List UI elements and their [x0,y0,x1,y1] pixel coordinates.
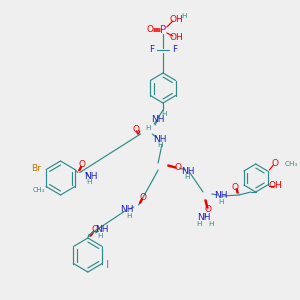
Text: NH: NH [197,214,211,223]
Text: H: H [157,142,163,148]
Text: NH: NH [153,134,167,143]
Text: H: H [161,111,167,117]
Text: H: H [208,221,214,227]
Text: OH: OH [268,182,282,190]
Text: O: O [139,194,146,202]
Text: CH₃: CH₃ [32,187,44,193]
Text: H: H [146,125,151,131]
Text: O: O [147,26,154,34]
Text: O: O [272,160,279,169]
Text: P: P [160,25,166,35]
Text: H: H [181,13,186,19]
Text: H: H [126,213,132,219]
Text: H: H [218,199,223,205]
Text: OH: OH [170,14,184,23]
Text: I: I [106,260,109,271]
Text: CH₃: CH₃ [285,161,298,167]
Text: O: O [91,226,98,235]
Text: H: H [185,174,190,180]
Text: NH: NH [95,226,108,235]
Text: NH: NH [181,167,194,176]
Text: H: H [86,179,91,185]
Text: O: O [132,125,139,134]
Text: Br: Br [32,164,41,173]
Text: NH: NH [84,172,97,181]
Text: H: H [97,233,102,239]
Text: O: O [232,182,239,191]
Text: NH: NH [152,115,165,124]
Text: H: H [196,221,202,227]
Text: F: F [172,46,177,55]
Text: OH: OH [170,34,184,43]
Text: F: F [149,46,154,55]
Text: O: O [174,164,181,172]
Text: O: O [78,160,85,169]
Text: NH: NH [120,206,134,214]
Text: O: O [204,206,211,214]
Text: NH: NH [214,191,227,200]
